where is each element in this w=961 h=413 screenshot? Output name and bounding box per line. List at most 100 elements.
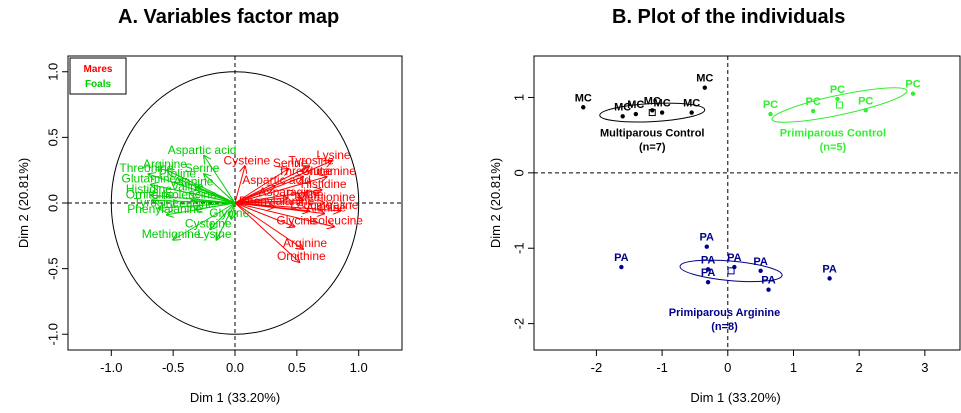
group-primiparous-control: PC PC PC PC PC Primiparous Control (n=5) (763, 79, 921, 154)
variables-factor-map: -1.0 -0.5 0.0 0.5 1.0 -1.0 -0.5 0.0 0.5 1.0 Dim 1 … (16, 55, 403, 405)
individual-point (650, 108, 655, 113)
y-tick-label: -1.0 (45, 323, 60, 345)
individual-label: MC (683, 98, 700, 110)
chart-a-title: A. Variables factor map (118, 6, 340, 28)
individual-label: PA (727, 252, 742, 264)
x-tick-label: -2 (591, 360, 603, 375)
variable-label: Alanine (306, 201, 346, 215)
individual-point (705, 279, 711, 285)
y-axis-label: Dim 2 (20.81%) (16, 158, 31, 248)
chart-b-title: B. Plot of the individuals (612, 6, 846, 28)
y-tick-label: 0 (511, 169, 526, 176)
group-name-label: Multiparous Control (600, 128, 705, 140)
variable-label: Valine (171, 180, 204, 194)
individual-point (619, 264, 624, 270)
x-tick-label: 1.0 (350, 360, 368, 375)
variable-label: Histidine (126, 182, 172, 196)
individual-label: MC (575, 92, 592, 104)
variable-label: Methionine (297, 190, 356, 204)
loading-arrow (234, 202, 303, 249)
group-count-label: (n=8) (711, 321, 738, 333)
group-centroid (727, 267, 735, 275)
individual-point (659, 110, 665, 115)
variable-label: Serine (273, 156, 308, 170)
x-tick-label: -1.0 (100, 360, 122, 375)
y-tick-label: -2 (511, 318, 526, 330)
variable-label: Lysine (197, 227, 232, 241)
individual-label: PA (753, 256, 768, 268)
group-name-label: Primiparous Control (780, 128, 886, 140)
individual-label: PA (614, 252, 629, 264)
loading-arrow (234, 202, 324, 214)
loading-arrow (231, 202, 235, 219)
variable-label: Proline (286, 187, 324, 201)
individual-label: MC (696, 73, 713, 85)
loading-arrow (234, 202, 334, 227)
variable-label: Serine (185, 161, 220, 175)
x-tick-label: 3 (921, 360, 928, 375)
variable-label: Histidine (301, 177, 347, 191)
variable-label: Valine (326, 198, 359, 212)
x-tick-label: 0 (724, 360, 731, 375)
x-axis-label: Dim 1 (33.20%) (690, 390, 780, 405)
loading-arrow (152, 200, 236, 203)
plot-frame (533, 55, 961, 351)
loading-arrow (204, 174, 236, 204)
loading-arrow (216, 202, 236, 240)
group-centroid (835, 101, 843, 109)
y-tick-label: 1.0 (45, 63, 60, 81)
variable-label: Glutamine (122, 172, 177, 186)
confidence-ellipse (771, 87, 908, 123)
variable-label: Ornithine (277, 249, 326, 263)
variable-label: Threonine (278, 164, 332, 178)
variable-label: Isoleucine (309, 214, 363, 228)
variable-label: Cysteine (185, 216, 232, 230)
loading-arrow (148, 174, 236, 204)
x-tick-label: 1 (790, 360, 797, 375)
individual-point (581, 105, 586, 110)
individual-label: PC (763, 99, 778, 111)
individual-point (704, 244, 709, 249)
group-count-label: (n=5) (820, 142, 847, 154)
loading-arrow (234, 186, 275, 204)
individual-point (768, 111, 773, 117)
variable-label: Leucine (172, 197, 214, 211)
loading-arrow (234, 190, 322, 204)
x-axis-label: Dim 1 (33.20%) (190, 390, 280, 405)
variable-label: Asparagine (259, 185, 320, 199)
individual-label: MC (627, 99, 644, 111)
y-tick-label: 1 (511, 94, 526, 101)
loading-arrow (204, 156, 236, 204)
individual-label: PC (858, 95, 873, 107)
individual-label: PA (701, 254, 716, 266)
individual-point (827, 276, 832, 281)
individual-label: MC (614, 101, 631, 113)
loading-arrow (167, 202, 236, 215)
variable-label: Leucine (290, 198, 332, 212)
loading-arrow (234, 202, 299, 262)
variable-label: Ornithine (126, 187, 175, 201)
series-foals: Aspartic acid SerineArginineThreonineProl… (119, 143, 250, 241)
loading-arrow (234, 202, 340, 211)
variable-label: Tyrosine (134, 195, 180, 209)
x-tick-label: -1 (656, 360, 668, 375)
loading-arrow (234, 202, 294, 227)
group-count-label: (n=7) (639, 142, 666, 154)
individuals-plot: -2 -1 0 1 2 3 -2 -1 0 1 Dim 1 (33.20%) Dim 2 (20.81… (488, 55, 961, 405)
loading-arrow (173, 202, 236, 240)
x-tick-label: 0.5 (288, 360, 306, 375)
individual-label: MC (654, 98, 671, 110)
x-tick-label: 2 (856, 360, 863, 375)
individual-point (758, 268, 763, 274)
legend-box (69, 57, 127, 95)
legend-entry-foals: Foals (85, 79, 112, 90)
variable-label: Lysine (316, 148, 351, 162)
individual-point (705, 267, 711, 272)
legend-entry-mares: Mares (84, 64, 113, 75)
y-tick-label: 0.5 (45, 128, 60, 146)
individual-point (835, 96, 840, 102)
individual-point (766, 287, 771, 292)
variable-label: Aspartic acid (168, 143, 237, 157)
